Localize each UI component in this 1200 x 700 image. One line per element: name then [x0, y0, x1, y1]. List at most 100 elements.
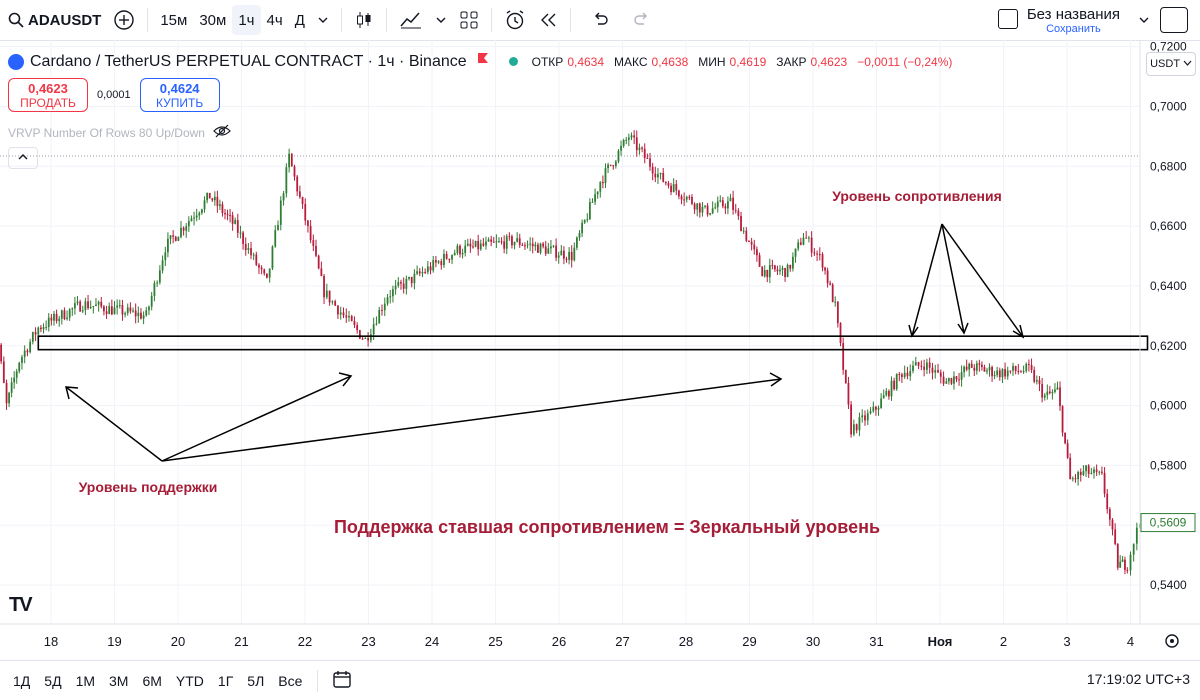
range-3m[interactable]: 3М: [109, 672, 129, 689]
calendar-icon[interactable]: [332, 669, 352, 692]
candle: [1012, 362, 1014, 376]
candle: [537, 242, 539, 253]
range-6m[interactable]: 6М: [142, 672, 162, 689]
candle-body: [963, 366, 966, 373]
candle: [732, 190, 734, 215]
flag-icon[interactable]: [477, 52, 489, 71]
range-all[interactable]: Все: [278, 672, 303, 689]
fullscreen-icon[interactable]: [1160, 7, 1188, 33]
interval-30m[interactable]: 30м: [199, 11, 227, 29]
candle: [482, 237, 485, 247]
candle: [505, 234, 508, 255]
candle: [76, 296, 79, 306]
legend-title[interactable]: Cardano / TetherUS PERPETUAL CONTRACT · …: [30, 52, 467, 70]
layout-name[interactable]: Без названия: [1026, 6, 1120, 23]
candle: [696, 203, 699, 217]
candle: [260, 265, 263, 275]
candle: [367, 332, 370, 347]
undo-icon[interactable]: [585, 5, 615, 35]
candle: [893, 377, 896, 391]
candle: [786, 263, 789, 278]
candle: [781, 265, 784, 276]
candle-body: [410, 276, 413, 284]
collapse-legend-button[interactable]: [8, 147, 38, 169]
interval-15m[interactable]: 15м: [160, 11, 188, 29]
chevron-down-icon[interactable]: [311, 5, 335, 35]
layouts-icon[interactable]: [453, 5, 485, 35]
range-ytd[interactable]: YTD: [175, 672, 204, 689]
settings-icon[interactable]: [1165, 634, 1179, 648]
candle: [158, 265, 161, 285]
candle-body: [206, 192, 209, 201]
candle-body: [711, 208, 714, 214]
interval-1d[interactable]: Д: [294, 11, 305, 29]
candle-body: [53, 313, 55, 321]
indicator-label[interactable]: VRVP Number Of Rows 80 Up/Down: [8, 125, 205, 140]
candle-body: [312, 240, 315, 246]
time-tick-label: 21: [234, 634, 248, 649]
currency-select[interactable]: USDT: [1146, 52, 1196, 76]
price-chart[interactable]: Уровень сопротивления Уровень поддержки …: [0, 40, 1200, 660]
indicators-icon[interactable]: [393, 5, 429, 35]
layout-checkbox[interactable]: [998, 9, 1018, 29]
candle: [895, 373, 898, 391]
price-tick-label: 0,6600: [1150, 219, 1187, 233]
candles-icon[interactable]: [348, 5, 380, 35]
candle: [920, 360, 923, 371]
replay-icon[interactable]: [532, 5, 564, 35]
candle-body: [353, 321, 356, 325]
clock[interactable]: 17:19:02 UTC+3: [1086, 671, 1190, 687]
candle-body: [15, 371, 18, 378]
range-5d[interactable]: 5Д: [44, 672, 62, 689]
candle: [445, 251, 448, 260]
chevron-down-icon[interactable]: [1138, 13, 1150, 30]
candle-body: [693, 203, 696, 210]
candle-body: [996, 370, 999, 376]
price-tick-label: 0,7200: [1150, 40, 1187, 54]
symbol-name[interactable]: ADAUSDT: [28, 11, 102, 29]
search-icon[interactable]: ADAUSDT: [2, 5, 107, 35]
range-1d[interactable]: 1Д: [13, 672, 31, 689]
time-axis[interactable]: 18 19 20 21 22 23 24 25 26 27 28 29 30 31 Ноя 2 3 4: [44, 634, 1134, 649]
candle: [620, 140, 622, 156]
add-symbol-icon[interactable]: [107, 5, 141, 35]
candle-body: [182, 227, 185, 231]
support-resistance-zone[interactable]: [37, 335, 1149, 351]
candle: [1033, 366, 1036, 384]
candle-body: [758, 255, 761, 267]
candle-body: [79, 301, 82, 312]
alert-icon[interactable]: [498, 5, 532, 35]
candle: [766, 269, 769, 283]
buy-button[interactable]: 0,4624 КУПИТЬ: [139, 78, 220, 112]
candle: [40, 325, 42, 333]
candle: [1085, 464, 1087, 477]
candle: [789, 264, 792, 272]
chevron-down-icon[interactable]: [429, 5, 453, 35]
candle: [914, 356, 917, 366]
range-1m[interactable]: 1М: [75, 672, 96, 689]
candle: [312, 234, 315, 252]
candle-body: [76, 301, 79, 304]
candle-body: [1014, 366, 1017, 371]
candle-body: [1020, 371, 1022, 373]
candle-body: [903, 372, 906, 377]
price-axis[interactable]: 0,7200 0,7000 0,6800 0,6600 0,6400 0,6200 0,60…: [1150, 40, 1187, 592]
save-button[interactable]: Сохранить: [1046, 23, 1101, 35]
time-tick-label: 27: [615, 634, 629, 649]
candle-body: [678, 190, 680, 197]
interval-1h[interactable]: 1ч: [232, 5, 261, 35]
range-5y[interactable]: 5Л: [247, 672, 265, 689]
layout-save[interactable]: Без названия Сохранить: [1027, 6, 1120, 35]
candle-body: [714, 207, 717, 209]
range-1y[interactable]: 1Г: [217, 672, 234, 689]
candle-body: [696, 203, 699, 210]
candle: [968, 362, 971, 377]
eye-hidden-icon[interactable]: [213, 124, 231, 141]
candle-body: [890, 380, 893, 397]
candle-body: [1025, 363, 1028, 372]
candle-body: [706, 205, 709, 215]
candle: [672, 178, 675, 193]
redo-icon[interactable]: [627, 5, 657, 35]
sell-button[interactable]: 0,4623 ПРОДАТЬ: [8, 78, 88, 112]
interval-4h[interactable]: 4ч: [266, 11, 283, 29]
